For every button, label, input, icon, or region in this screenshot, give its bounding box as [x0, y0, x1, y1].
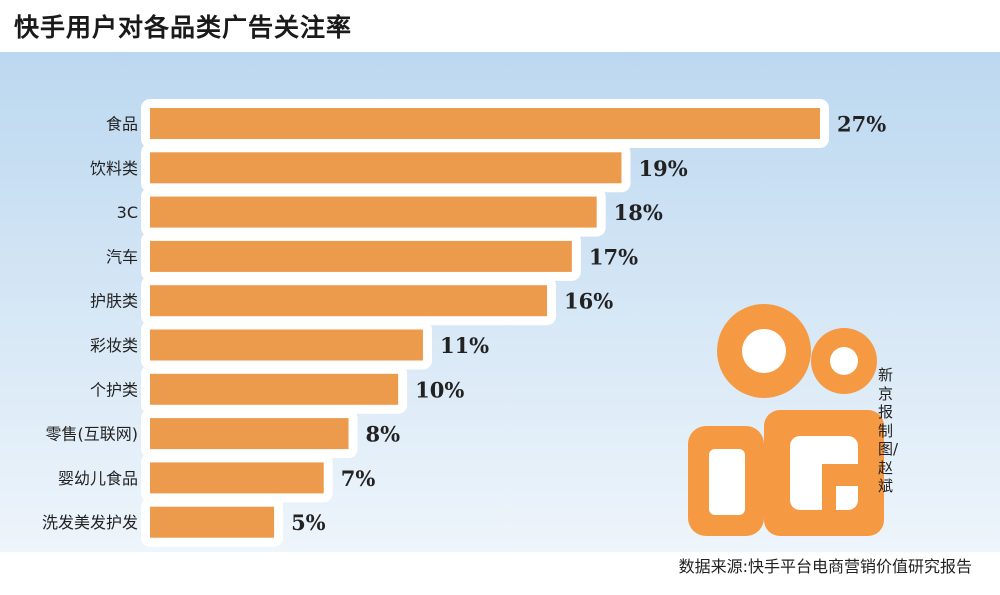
value-label: 10%	[415, 377, 464, 402]
bar	[150, 506, 275, 538]
value-label: 11%	[440, 333, 489, 358]
category-label: 食品	[106, 115, 138, 134]
category-label: 婴幼儿食品	[58, 469, 138, 488]
value-label: 8%	[366, 422, 401, 447]
bar	[150, 418, 349, 450]
bar	[150, 329, 423, 361]
value-label: 18%	[614, 200, 663, 225]
category-label: 个护类	[90, 380, 138, 399]
value-label: 5%	[291, 510, 326, 535]
bar	[150, 196, 597, 228]
value-label: 16%	[564, 289, 613, 314]
category-label: 洗发美发护发	[42, 513, 138, 532]
credit-text: 新京报制图/赵斌	[878, 366, 899, 495]
category-label: 汽车	[106, 247, 138, 266]
value-label: 7%	[341, 466, 376, 491]
bar	[150, 240, 572, 272]
category-label: 护肤类	[90, 292, 138, 311]
bar	[150, 462, 324, 494]
category-label: 3C	[117, 203, 138, 222]
value-label: 27%	[837, 112, 886, 137]
data-source: 数据来源:快手平台电商营销价值研究报告	[678, 557, 972, 576]
value-label: 19%	[638, 156, 687, 181]
bar	[150, 152, 622, 184]
bar	[150, 373, 399, 405]
value-label: 17%	[589, 244, 638, 269]
category-label: 饮料类	[90, 159, 138, 178]
camera-logo-icon	[688, 304, 884, 536]
bar	[150, 108, 820, 139]
bar	[150, 285, 548, 317]
category-label: 彩妆类	[90, 336, 138, 355]
chart-title: 快手用户对各品类广告关注率	[14, 13, 353, 42]
category-label: 零售(互联网)	[46, 425, 139, 444]
